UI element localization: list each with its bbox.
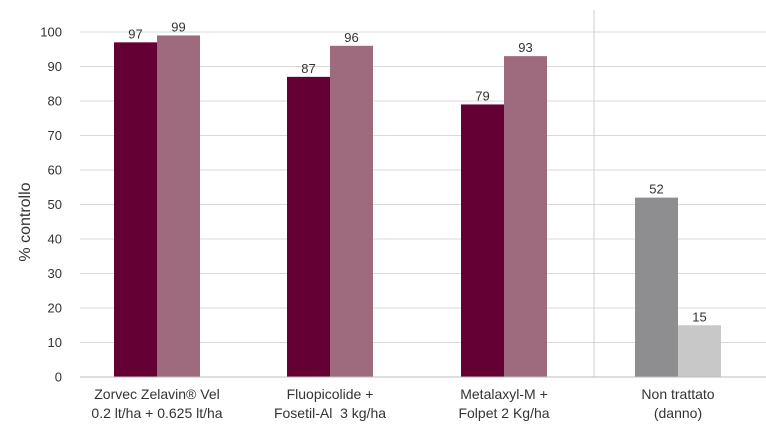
bar-value-label: 96 xyxy=(344,30,358,45)
bar-value-label: 52 xyxy=(649,182,663,197)
bar xyxy=(287,76,330,377)
bar-value-label: 93 xyxy=(518,40,532,55)
bar xyxy=(114,42,157,377)
y-tick-label: 90 xyxy=(48,59,62,74)
y-tick-label: 100 xyxy=(40,25,62,40)
y-tick-label: 80 xyxy=(48,94,62,109)
category-label: Fosetil-Al 3 kg/ha xyxy=(274,405,386,421)
bar xyxy=(330,45,373,378)
y-axis-title: % controllo xyxy=(17,182,34,261)
y-tick-label: 0 xyxy=(55,370,62,385)
category-label: 0.2 lt/ha + 0.625 lt/ha xyxy=(91,405,222,421)
y-tick-label: 50 xyxy=(48,197,62,212)
category-label: Metalaxyl-M + xyxy=(460,386,548,402)
y-tick-label: 30 xyxy=(48,266,62,281)
bar-value-label: 79 xyxy=(475,88,489,103)
bar xyxy=(678,325,721,377)
category-label: (danno) xyxy=(654,405,702,421)
y-tick-label: 70 xyxy=(48,128,62,143)
bars xyxy=(114,35,721,378)
y-tick-label: 10 xyxy=(48,335,62,350)
bar-value-label: 97 xyxy=(128,26,142,41)
category-labels: Zorvec Zelavin® Vel 0.2 lt/ha + 0.625 lt/… xyxy=(91,386,714,421)
bar-value-label: 99 xyxy=(171,19,185,34)
bar xyxy=(504,56,547,378)
category-label: Folpet 2 Kg/ha xyxy=(458,405,549,421)
bar xyxy=(635,197,678,377)
category-label: Non trattato xyxy=(641,386,714,402)
bar-value-labels: 97 99 87 96 79 93 52 15 xyxy=(128,19,706,324)
y-tick-label: 20 xyxy=(48,301,62,316)
y-tick-label: 40 xyxy=(48,232,62,247)
y-axis-ticks: 0 10 20 30 40 50 60 70 80 90 100 xyxy=(40,25,62,385)
category-label: Zorvec Zelavin® Vel xyxy=(94,386,219,402)
bar xyxy=(461,104,504,377)
y-tick-label: 60 xyxy=(48,163,62,178)
category-label: Fluopicolide + xyxy=(287,386,374,402)
bar-value-label: 87 xyxy=(301,61,315,76)
bar-value-label: 15 xyxy=(692,309,706,324)
bar xyxy=(157,35,200,377)
